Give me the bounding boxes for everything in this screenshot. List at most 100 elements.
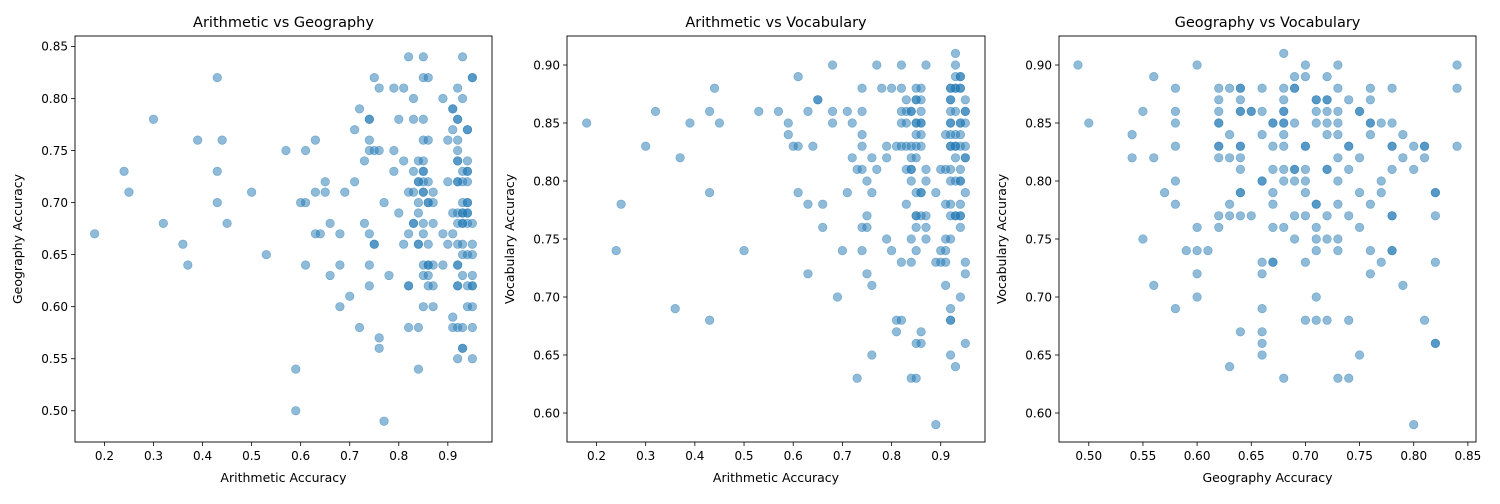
- data-point: [911, 222, 921, 232]
- data-point: [1289, 118, 1300, 128]
- data-point: [872, 164, 882, 174]
- data-point: [408, 166, 419, 176]
- data-point: [345, 291, 355, 301]
- data-point: [413, 322, 424, 333]
- y-tick-label: 0.75: [533, 232, 560, 246]
- data-point: [423, 73, 433, 83]
- data-point: [818, 222, 828, 232]
- data-point: [960, 257, 970, 267]
- x-tick-label: 0.55: [1130, 449, 1157, 463]
- data-point: [408, 187, 419, 197]
- y-tick-label: 0.70: [41, 196, 68, 210]
- data-point: [862, 269, 872, 279]
- data-point: [847, 118, 857, 128]
- data-point: [374, 333, 384, 343]
- x-axis-label: Geography Accuracy: [1202, 470, 1333, 485]
- data-point: [1279, 48, 1289, 59]
- data-point: [872, 60, 882, 70]
- data-point: [901, 199, 911, 209]
- data-point: [827, 118, 838, 128]
- data-point: [1192, 246, 1202, 256]
- y-tick-label: 0.50: [41, 404, 68, 418]
- data-point: [462, 197, 473, 208]
- x-tick-label: 0.75: [1346, 449, 1373, 463]
- data-point: [404, 281, 414, 291]
- y-tick-label: 0.75: [1025, 232, 1052, 246]
- data-point: [1279, 106, 1289, 116]
- data-point: [911, 153, 921, 163]
- data-point: [1224, 211, 1235, 221]
- data-point: [1073, 60, 1083, 70]
- data-point: [1398, 130, 1408, 140]
- data-point: [960, 338, 970, 349]
- data-point: [448, 104, 458, 114]
- x-tick-label: 0.8: [882, 449, 901, 463]
- data-point: [832, 292, 843, 302]
- plot-area-frame: [74, 35, 493, 443]
- x-tick-label: 0.5: [242, 449, 261, 463]
- data-point: [803, 199, 813, 209]
- data-point: [931, 420, 941, 430]
- data-point: [955, 176, 966, 186]
- data-point: [945, 199, 956, 209]
- data-point: [428, 302, 438, 312]
- data-point: [217, 135, 227, 145]
- data-point: [413, 208, 424, 218]
- data-point: [783, 118, 793, 128]
- data-point: [891, 327, 902, 337]
- x-tick-label: 0.2: [587, 449, 606, 463]
- x-tick-label: 0.4: [685, 449, 704, 463]
- data-point: [1409, 164, 1419, 174]
- data-point: [1257, 327, 1267, 337]
- x-tick-label: 0.85: [1455, 449, 1482, 463]
- data-point: [423, 177, 433, 187]
- data-point: [1333, 83, 1343, 93]
- data-point: [364, 281, 374, 291]
- panel-title: Geography vs Vocabulary: [1175, 15, 1361, 31]
- data-point: [901, 95, 911, 105]
- x-tick-label: 0.65: [1238, 449, 1265, 463]
- data-point: [1333, 246, 1343, 256]
- data-point: [457, 93, 468, 104]
- data-point: [916, 95, 926, 105]
- data-point: [300, 260, 311, 270]
- y-tick-label: 0.75: [41, 144, 68, 158]
- data-point: [457, 322, 468, 333]
- data-point: [916, 83, 926, 93]
- data-point: [862, 211, 872, 221]
- data-point: [1224, 199, 1235, 209]
- data-point: [1257, 257, 1267, 267]
- data-point: [350, 125, 360, 135]
- data-point: [1235, 188, 1246, 198]
- data-point: [394, 208, 404, 218]
- data-point: [462, 177, 473, 187]
- data-point: [1387, 83, 1397, 93]
- data-point: [1289, 211, 1300, 221]
- data-point: [462, 208, 473, 218]
- data-point: [1311, 292, 1321, 302]
- data-point: [1322, 130, 1332, 140]
- data-point: [1279, 130, 1289, 140]
- data-point: [1365, 130, 1375, 140]
- data-point: [867, 153, 877, 163]
- data-point: [212, 197, 222, 208]
- data-point: [916, 188, 926, 198]
- data-point: [428, 197, 438, 208]
- data-point: [906, 106, 916, 116]
- data-point: [739, 246, 749, 256]
- y-tick-label: 0.60: [1025, 406, 1052, 420]
- y-tick-label: 0.80: [1025, 174, 1052, 188]
- data-point: [325, 218, 335, 228]
- data-point: [418, 156, 428, 166]
- data-point: [960, 141, 970, 151]
- data-point: [1311, 222, 1321, 232]
- y-tick-label: 0.70: [1025, 290, 1052, 304]
- data-point: [457, 239, 468, 249]
- data-point: [1333, 153, 1343, 163]
- data-point: [960, 95, 970, 105]
- data-point: [1192, 222, 1202, 232]
- data-point: [857, 164, 867, 174]
- data-point: [1419, 141, 1430, 151]
- data-point: [1192, 60, 1202, 70]
- data-point: [896, 257, 907, 267]
